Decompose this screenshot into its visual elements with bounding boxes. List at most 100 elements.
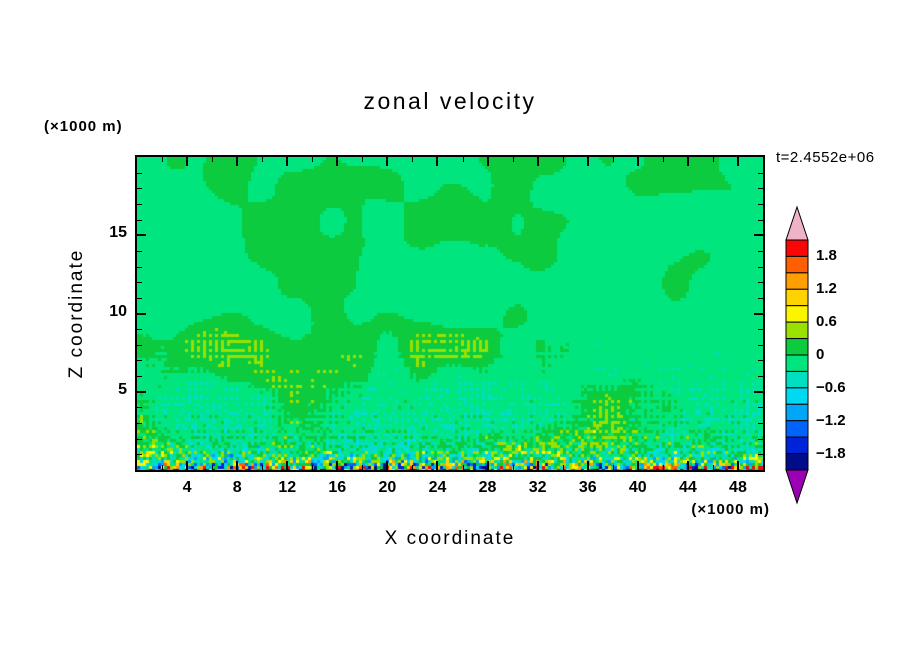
z-minor-tick [137,454,142,456]
chart-title: zonal velocity [363,88,537,114]
x-major-tick [686,157,689,166]
colorbar-segment [785,321,809,340]
x-major-tick [436,157,439,166]
x-minor-tick [412,465,414,470]
x-major-tick [236,157,239,166]
z-minor-tick [758,438,763,440]
x-major-tick [736,461,739,470]
colorbar-label: 0 [816,346,825,363]
x-major-tick [536,157,539,166]
z-tick-label: 5 [118,380,127,398]
x-minor-tick [362,465,364,470]
x-minor-tick [612,157,614,162]
z-major-tick [137,390,146,393]
x-minor-tick [162,157,164,162]
x-major-tick [386,461,389,470]
colorbar-segment [785,453,809,471]
z-minor-tick [137,282,142,284]
colorbar-segment [785,338,809,356]
z-minor-tick [758,219,763,221]
colorbar-label: 1.8 [816,247,837,265]
z-minor-tick [758,344,763,346]
z-minor-tick [137,360,142,362]
x-tick-label: 48 [729,479,747,496]
z-minor-tick [137,407,142,409]
x-major-tick [336,157,339,166]
x-major-tick [236,461,239,470]
colorbar-label: 0.6 [816,313,837,331]
x-major-tick [336,461,339,470]
z-minor-tick [758,297,763,299]
z-minor-tick [137,297,142,299]
z-minor-tick [137,266,142,268]
x-minor-tick [462,157,464,162]
colorbar-segment [785,387,809,405]
z-major-tick [137,234,146,237]
x-major-tick [686,461,689,470]
x-minor-tick [312,157,314,162]
x-major-tick [486,461,489,470]
x-tick-label: 36 [578,479,597,496]
z-minor-tick [758,360,763,362]
z-minor-tick [137,376,142,378]
x-major-tick [636,461,639,470]
colorbar-segment [785,420,809,438]
z-minor-tick [758,282,763,284]
z-tick-label: 10 [109,302,127,320]
x-tick-label: 40 [628,479,647,496]
x-minor-tick [712,157,714,162]
colorbar-segment [785,288,809,307]
x-minor-tick [512,465,514,470]
z-major-tick [754,234,763,237]
velocity-field-canvas [137,157,763,470]
x-tick-label: 24 [428,479,447,496]
x-minor-tick [662,157,664,162]
colorbar-over-arrow [785,205,809,241]
z-major-tick [137,312,146,315]
x-major-tick [386,157,389,166]
x-minor-tick [412,157,414,162]
z-axis-title-wrap: Z coordinate [66,155,90,472]
z-minor-tick [137,203,142,205]
colorbar-under-arrow [785,469,809,505]
x-minor-tick [212,465,214,470]
colorbar-segment [785,403,809,422]
x-major-tick [586,157,589,166]
x-minor-tick [612,465,614,470]
colorbar-label: 1.2 [816,280,837,298]
x-axis-title: X coordinate [384,528,516,549]
colorbar-segment [785,370,809,389]
z-minor-tick [137,172,142,174]
z-minor-tick [137,188,142,190]
colorbar-label: −1.8 [816,444,846,462]
x-minor-tick [362,157,364,162]
x-tick-label: 4 [182,479,192,496]
z-minor-tick [758,407,763,409]
z-minor-tick [137,423,142,425]
x-minor-tick [262,157,264,162]
x-minor-tick [212,157,214,162]
z-major-tick [754,312,763,315]
colorbar-segment [785,255,809,274]
x-major-tick [436,461,439,470]
x-tick-label: 44 [678,479,697,496]
z-minor-tick [758,423,763,425]
z-minor-tick [758,250,763,252]
time-annotation: t=2.4552e+06 [776,149,875,166]
colorbar-segment [785,436,809,455]
x-minor-tick [512,157,514,162]
x-minor-tick [312,465,314,470]
colorbar [785,205,809,505]
x-tick-label: 28 [478,479,497,496]
x-major-tick [486,157,489,166]
x-tick-label: 8 [232,479,242,496]
z-minor-tick [758,203,763,205]
x-tick-label: 32 [528,479,547,496]
x-minor-tick [162,465,164,470]
x-major-tick [736,157,739,166]
z-major-tick [754,390,763,393]
z-minor-tick [758,172,763,174]
colorbar-segment [785,272,809,290]
z-minor-tick [137,329,142,331]
